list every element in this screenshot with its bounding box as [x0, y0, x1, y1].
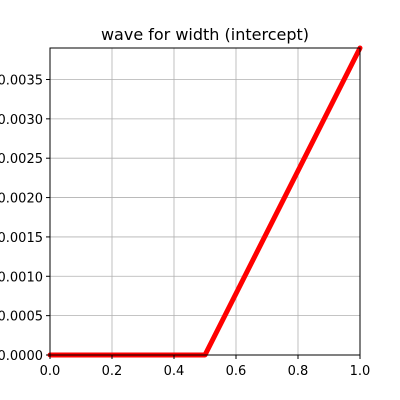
y-tick-label: 0.0035 — [0, 73, 43, 88]
y-tick-label: 0.0025 — [0, 152, 43, 167]
x-tick-label: 0.0 — [40, 364, 61, 379]
y-axis: 0.0000 0.0005 0.0010 0.0015 0.0020 0.0025 0.00… — [0, 73, 50, 364]
y-tick-label: 0.0005 — [0, 310, 43, 325]
series-layer — [47, 45, 363, 358]
chart-title: wave for width (intercept) — [101, 25, 309, 44]
y-tick-label: 0.0000 — [0, 349, 43, 364]
series-line — [47, 45, 363, 358]
y-tick-label: 0.0010 — [0, 270, 43, 285]
x-tick-label: 0.2 — [102, 364, 123, 379]
x-tick-label: 0.8 — [288, 364, 309, 379]
x-tick-label: 0.4 — [164, 364, 185, 379]
grid — [49, 48, 361, 356]
x-axis: 0.0 0.2 0.4 0.6 0.8 1.0 — [40, 355, 371, 379]
x-tick-label: 1.0 — [350, 364, 371, 379]
y-tick-label: 0.0015 — [0, 231, 43, 246]
x-tick-label: 0.6 — [226, 364, 247, 379]
y-tick-label: 0.0030 — [0, 113, 43, 128]
y-tick-label: 0.0020 — [0, 192, 43, 207]
plot-frame — [49, 47, 361, 356]
